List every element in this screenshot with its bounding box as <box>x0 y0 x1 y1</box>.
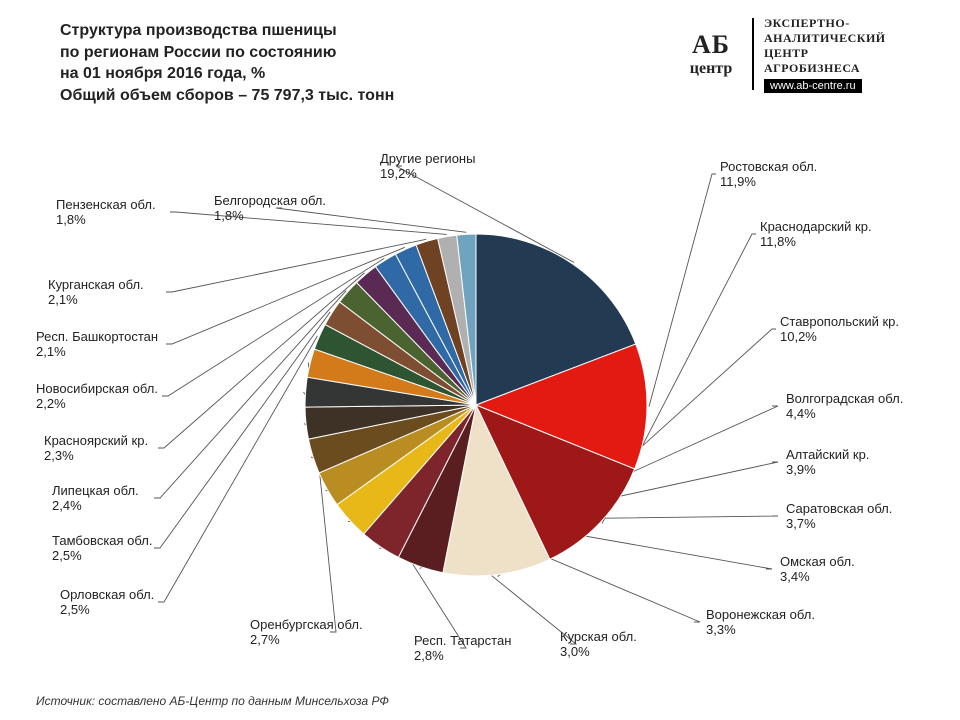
slice-label: Волгоградская обл.4,4% <box>786 392 903 422</box>
slice-label: Орловская обл.2,5% <box>60 588 154 618</box>
leader-line <box>154 312 330 548</box>
slice-label: Воронежская обл.3,3% <box>706 608 815 638</box>
leader-line <box>158 336 317 602</box>
slice-label: Ставропольский кр.10,2% <box>780 315 899 345</box>
slice-label: Пензенская обл.1,8% <box>56 198 156 228</box>
slice-label: Курская обл.3,0% <box>560 630 637 660</box>
leader-line <box>649 174 716 407</box>
slice-label: Красноярский кр.2,3% <box>44 434 148 464</box>
slice-label: Респ. Башкортостан2,1% <box>36 330 158 360</box>
slice-label: Белгородская обл.1,8% <box>214 194 326 224</box>
slice-label: Оренбургская обл.2,7% <box>250 618 363 648</box>
slice-label: Алтайский кр.3,9% <box>786 448 869 478</box>
slice-label: Курганская обл.2,1% <box>48 278 144 308</box>
slice-label: Респ. Татарстан2,8% <box>414 634 511 664</box>
slice-label: Липецкая обл.2,4% <box>52 484 139 514</box>
slice-label: Ростовская обл.11,9% <box>720 160 817 190</box>
slice-label: Другие регионы19,2% <box>380 152 475 182</box>
slice-label: Омская обл.3,4% <box>780 555 855 585</box>
slice-label: Новосибирская обл.2,2% <box>36 382 158 412</box>
slice-label: Саратовская обл.3,7% <box>786 502 892 532</box>
slice-label: Краснодарский кр.11,8% <box>760 220 872 250</box>
slice-label: Тамбовская обл.2,5% <box>52 534 152 564</box>
